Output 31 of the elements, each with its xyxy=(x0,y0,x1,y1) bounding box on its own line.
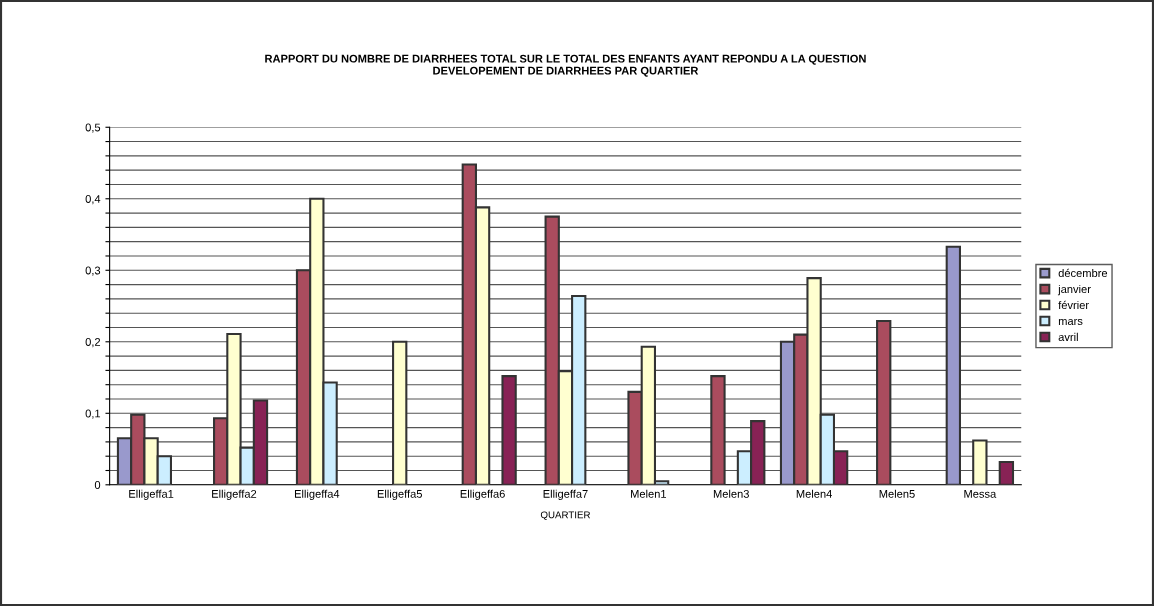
bar xyxy=(945,245,961,485)
x-tick-label: Elligeffa2 xyxy=(212,489,257,501)
y-tick-label: 0,3 xyxy=(85,266,101,276)
x-tick-label: Melen1 xyxy=(631,489,667,498)
x-tick-label: Melen4 xyxy=(796,489,832,498)
legend-label: décembre xyxy=(1058,268,1108,278)
x-tick-label: Elligeffa5 xyxy=(377,489,422,501)
legend-label: février xyxy=(1058,300,1089,310)
bar xyxy=(972,439,988,485)
y-tick-label: 0,2 xyxy=(85,338,101,348)
y-tick-label: 0,1 xyxy=(85,409,101,419)
x-tick-label: Elligeffa4 xyxy=(294,489,340,501)
bar xyxy=(998,460,1015,485)
legend-label: avril xyxy=(1058,332,1078,341)
bar xyxy=(876,320,892,485)
x-tick-label: Melen5 xyxy=(879,489,915,498)
x-tick-label: Elligeffa7 xyxy=(543,489,588,501)
x-tick-label: Elligeffa1 xyxy=(129,489,174,501)
x-tick-label: Elligeffa6 xyxy=(460,489,505,501)
y-tick-label: 0,5 xyxy=(85,123,101,133)
y-tick-label: 0 xyxy=(94,481,101,489)
x-tick-label: Melen3 xyxy=(713,489,749,498)
legend-label: janvier xyxy=(1057,284,1091,296)
bar xyxy=(710,375,726,485)
x-axis-title: QUARTIER xyxy=(540,511,591,521)
legend-label: mars xyxy=(1058,318,1083,326)
x-tick-label: Messa xyxy=(964,490,997,498)
bar xyxy=(501,375,517,485)
bar xyxy=(392,340,408,485)
chart-title: RAPPORT DU NOMBRE DE DIARRHEES TOTAL SUR LE TOTAL DES ENFANTS AYANT REPONDU A LA QUESTION DEVELOPEMENT DE DIARRHEES PAR QUARTIER xyxy=(265,54,866,77)
y-tick-label: 0,4 xyxy=(85,195,101,205)
